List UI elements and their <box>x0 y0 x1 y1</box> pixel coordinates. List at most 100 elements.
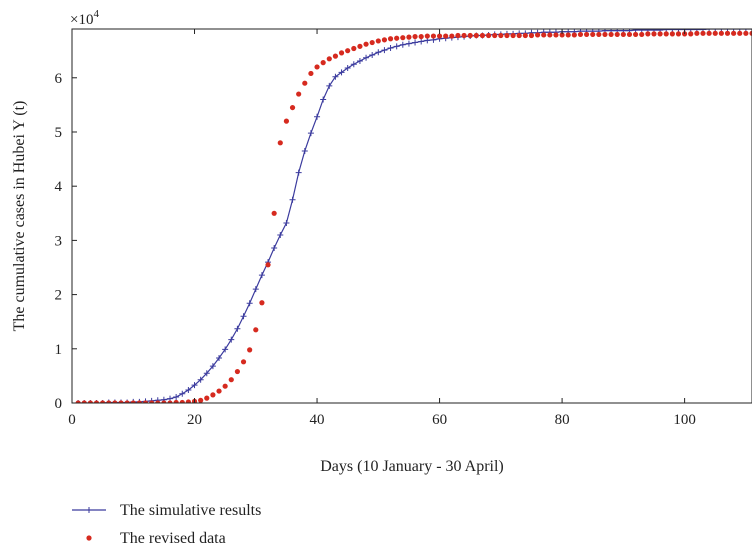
revised-data-point <box>436 33 443 39</box>
revised-data-point <box>596 31 602 38</box>
revised-data-point <box>283 118 290 124</box>
simulative-point <box>191 382 198 389</box>
revised-data-point <box>222 383 228 389</box>
revised-data-point <box>185 399 191 403</box>
revised-data-point <box>492 32 498 39</box>
simulative-point <box>387 44 394 51</box>
revised-data-point <box>179 399 185 403</box>
revised-data-point <box>247 347 253 353</box>
revised-data-point <box>467 32 473 39</box>
simulative-point <box>271 244 278 251</box>
revised-data-point <box>124 400 130 403</box>
revised-data-point <box>633 31 639 38</box>
y-axis-ticks: 0 1 2 3 4 5 6 <box>55 71 77 412</box>
revised-data-point <box>75 400 81 403</box>
revised-data-point <box>608 31 614 38</box>
simulative-point <box>412 39 419 46</box>
y-axis-multiplier: ×104 <box>70 8 99 28</box>
simulative-point <box>246 300 253 307</box>
revised-data-point <box>571 32 577 38</box>
revised-data-point <box>700 30 706 36</box>
x-tick-label: 80 <box>555 412 570 428</box>
revised-data-point <box>645 31 651 37</box>
revised-data-point <box>240 359 247 365</box>
revised-data-point <box>479 32 486 39</box>
x-tick-label: 40 <box>310 412 325 428</box>
simulative-point <box>173 394 180 401</box>
revised-data-point <box>743 30 749 36</box>
revised-data-point <box>455 32 461 39</box>
revised-data-point <box>657 31 663 37</box>
x-tick-label: 60 <box>432 412 447 428</box>
simulative-point <box>320 96 327 103</box>
plot-frame <box>71 28 752 404</box>
revised-data-point <box>430 33 437 39</box>
revised-data-point <box>149 400 155 403</box>
legend: The simulative results The revised data <box>72 502 261 547</box>
revised-data-point <box>302 80 308 86</box>
revised-data-point <box>136 400 142 403</box>
x-axis-ticks: 0 20 40 60 80 100 <box>68 29 696 428</box>
simulative-point <box>393 43 400 50</box>
revised-data-point <box>510 32 516 39</box>
revised-data-point <box>712 30 718 36</box>
revised-data-point <box>106 400 112 403</box>
x-tick-label: 0 <box>68 412 76 428</box>
revised-data-point <box>375 38 381 44</box>
revised-data-point <box>332 53 339 59</box>
revised-data-point <box>424 33 430 39</box>
revised-data-point <box>688 31 694 37</box>
revised-data-point <box>112 400 118 403</box>
revised-data-point <box>485 32 492 39</box>
revised-data-point <box>400 35 406 41</box>
simulative-point <box>240 313 247 320</box>
revised-data-point <box>271 210 277 216</box>
y-axis-label: The cumulative cases in Hubei Y (t) <box>11 101 28 332</box>
revised-data-point <box>277 140 283 146</box>
revised-data-point <box>663 31 669 37</box>
y-tick-label: 2 <box>55 288 63 304</box>
simulative-point <box>405 40 412 47</box>
simulative-point <box>326 82 333 89</box>
revised-data-point <box>516 32 522 39</box>
y-tick-label: 4 <box>55 179 63 195</box>
revised-data-point <box>253 327 259 333</box>
y-tick-label: 6 <box>55 71 63 87</box>
simulative-point <box>301 147 308 154</box>
y-tick-label: 5 <box>55 125 63 141</box>
revised-data-point <box>583 31 590 38</box>
revised-data-point <box>173 399 179 403</box>
simulative-point <box>381 47 388 54</box>
revised-data-point <box>93 400 100 403</box>
simulative-point <box>356 57 363 64</box>
legend-item-revised: The revised data <box>86 530 226 547</box>
legend-dot-swatch <box>86 535 92 541</box>
revised-data-point <box>639 31 645 38</box>
simulative-point <box>283 220 290 227</box>
revised-data-point <box>559 32 565 38</box>
revised-data-point <box>418 33 424 40</box>
revised-data-point <box>228 377 234 383</box>
simulative-point <box>350 61 357 68</box>
simulative-point <box>277 231 284 238</box>
revised-data-point <box>363 41 369 47</box>
legend-plus-marker <box>86 507 92 513</box>
revised-data-point <box>155 400 161 403</box>
simulative-point <box>222 346 229 353</box>
revised-data-point <box>718 30 724 36</box>
revised-data-point <box>326 56 332 62</box>
simulative-point <box>179 390 186 397</box>
revised-data-point <box>357 43 363 49</box>
revised-data-point <box>210 392 216 398</box>
revised-data-point <box>369 39 375 46</box>
simulative-point <box>197 376 204 383</box>
simulative-point <box>252 286 259 293</box>
revised-data-point <box>381 37 388 43</box>
revised-data-point <box>320 60 326 66</box>
revised-data-point <box>626 31 633 38</box>
revised-data-point <box>118 400 124 403</box>
revised-data-point <box>216 388 222 394</box>
revised-data-point <box>534 32 541 38</box>
revised-data-point <box>651 31 657 37</box>
